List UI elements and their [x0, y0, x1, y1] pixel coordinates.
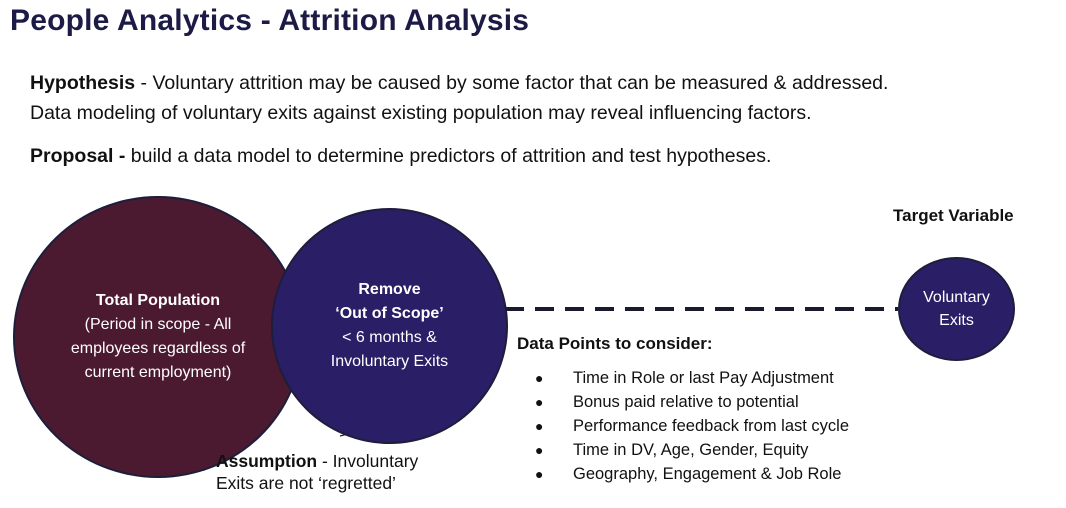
target-variable-label: Target Variable — [893, 206, 1014, 225]
bullet-icon: ● — [535, 370, 544, 386]
data-point-item: ● Geography, Engagement & Job Role — [535, 462, 849, 486]
hypothesis-label: Hypothesis — [30, 72, 136, 94]
data-points-list: ● Time in Role or last Pay Adjustment ● Bo… — [535, 366, 849, 486]
data-point-item: ● Performance feedback from last cycle — [535, 414, 849, 438]
voluntary-exits-circle: Voluntary Exits — [898, 257, 1015, 361]
data-point-item: ● Time in DV, Age, Gender, Equity — [535, 438, 849, 462]
data-points-title: Data Points to consider: — [517, 334, 713, 353]
total-population-line-3: current employment) — [84, 364, 232, 381]
assumption-note: Assumption - Involuntary Exits are not ‘… — [216, 450, 418, 494]
proposal-text: Proposal - build a data model to determi… — [30, 141, 771, 171]
page-title: People Analytics - Attrition Analysis — [10, 4, 530, 37]
total-population-circle: Total Population (Period in scope - All … — [13, 196, 303, 478]
remove-heading: Remove — [358, 281, 421, 298]
hypothesis-line-2: Data modeling of voluntary exits against… — [30, 102, 812, 124]
voluntary-exits-line-2: Exits — [939, 312, 974, 329]
data-point-item: ● Bonus paid relative to potential — [535, 390, 849, 414]
assumption-label: Assumption — [216, 451, 318, 471]
proposal-label: Proposal - — [30, 145, 126, 167]
proposal-body: build a data model to determine predicto… — [125, 145, 772, 167]
voluntary-exits-line-1: Voluntary — [923, 289, 990, 306]
remove-line-1: < 6 months & — [342, 329, 437, 346]
bullet-icon: ● — [535, 418, 544, 434]
bullet-icon: ● — [535, 466, 544, 482]
out-of-scope-heading: ‘Out of Scope’ — [335, 305, 444, 322]
bullet-icon: ● — [535, 394, 544, 410]
hypothesis-line-1: - Voluntary attrition may be caused by s… — [135, 72, 889, 94]
remove-line-2: Involuntary Exits — [330, 353, 449, 370]
remove-out-of-scope-circle: Remove ‘Out of Scope’ < 6 months & Invol… — [271, 208, 508, 444]
hypothesis-text: Hypothesis - Voluntary attrition may be … — [30, 68, 888, 128]
assumption-text-2: Exits are not ‘regretted’ — [216, 473, 396, 493]
total-population-line-2: employees regardless of — [70, 340, 246, 357]
total-population-line-1: (Period in scope - All — [84, 316, 232, 333]
bullet-icon: ● — [535, 442, 544, 458]
assumption-text-1: - Involuntary — [317, 451, 419, 471]
total-population-heading: Total Population — [95, 292, 221, 309]
data-point-item: ● Time in Role or last Pay Adjustment — [535, 366, 849, 390]
